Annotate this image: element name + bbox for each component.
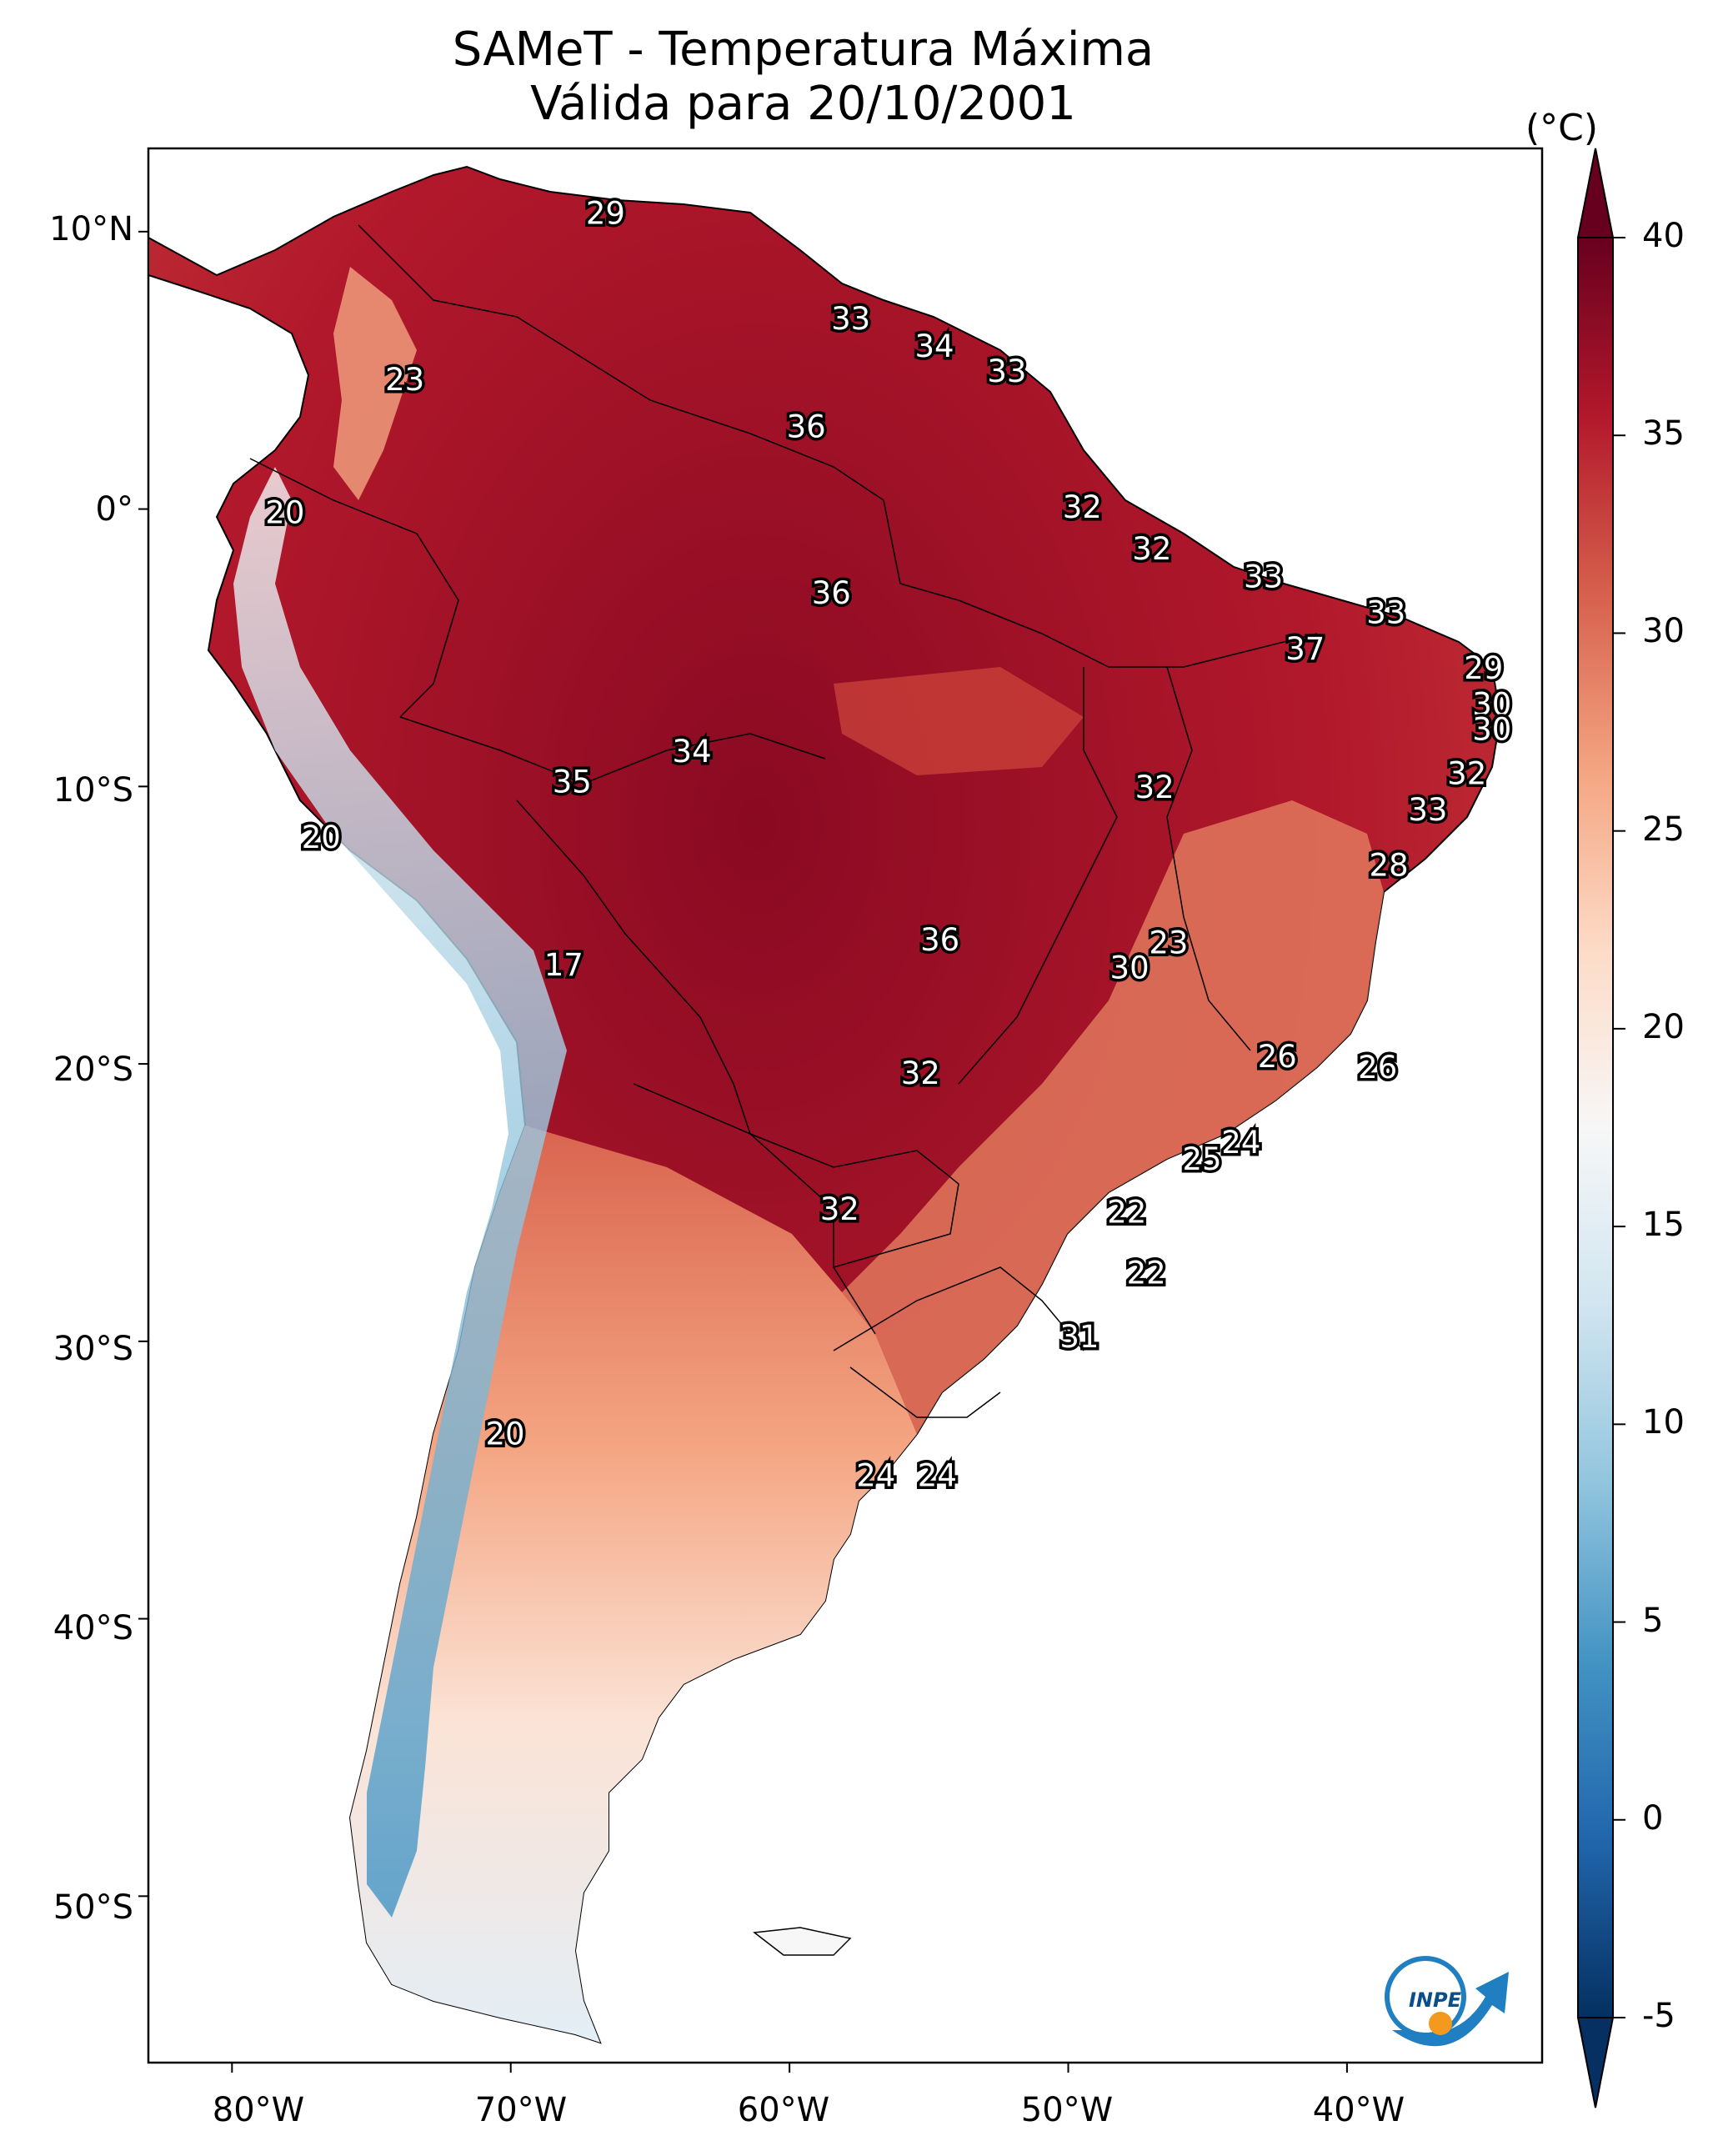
station-temperature-label: 23 bbox=[1149, 925, 1188, 961]
station-temperature-label: 28 bbox=[1370, 847, 1409, 883]
station-temperature-label: 25 bbox=[1182, 1141, 1221, 1177]
station-temperature-label: 26 bbox=[1358, 1050, 1397, 1086]
colorbar-tick-label: 35 bbox=[1642, 414, 1685, 454]
station-temperature-label: 17 bbox=[544, 947, 584, 983]
station-temperature-label: 33 bbox=[1408, 792, 1447, 828]
colorbar-bottom-arrow bbox=[1576, 2017, 1615, 2108]
station-temperature-label: 32 bbox=[1132, 531, 1171, 567]
station-temperature-label: 24 bbox=[856, 1457, 895, 1493]
station-temperature-label: 36 bbox=[787, 409, 826, 445]
lon-tick-label: 60°W bbox=[737, 2091, 830, 2129]
station-temperature-label: 29 bbox=[586, 195, 625, 231]
station-temperature-label: 30 bbox=[1472, 711, 1511, 747]
station-temperature-label: 33 bbox=[987, 353, 1026, 389]
station-temperature-label: 30 bbox=[1110, 950, 1150, 985]
station-temperature-label: 20 bbox=[485, 1416, 524, 1452]
colorbar-tick-label: 25 bbox=[1642, 810, 1685, 849]
station-temperature-label: 30 bbox=[1472, 686, 1511, 722]
station-temperature-label: 26 bbox=[1258, 1039, 1297, 1075]
country-borders bbox=[249, 224, 1318, 1418]
colorbar-tick-label: 15 bbox=[1642, 1206, 1685, 1245]
colorbar-unit-label: (°C) bbox=[1525, 107, 1599, 149]
south-america-land bbox=[148, 165, 1502, 2044]
colorbar-ticks bbox=[1613, 237, 1625, 2018]
station-temperature-label: 22 bbox=[1107, 1194, 1146, 1230]
lat-tick-label: 50°S bbox=[53, 1888, 133, 1927]
station-temperature-label: 35 bbox=[553, 765, 592, 800]
colorbar bbox=[1576, 148, 1625, 2108]
lon-tick-label: 50°W bbox=[1020, 2091, 1114, 2129]
lat-tick-label: 10°N bbox=[49, 210, 133, 248]
station-temperature-label: 29 bbox=[1464, 650, 1503, 686]
station-temperature-label: 36 bbox=[920, 922, 959, 958]
lon-tick-label: 40°W bbox=[1312, 2091, 1405, 2129]
station-temperature-label: 24 bbox=[1221, 1125, 1260, 1161]
station-temperature-label: 22 bbox=[1127, 1255, 1166, 1291]
station-temperature-label: 34 bbox=[914, 328, 954, 364]
colorbar-tick-label: 40 bbox=[1642, 217, 1685, 255]
station-temperature-label: 33 bbox=[1366, 595, 1405, 631]
lat-tick-label: 30°S bbox=[53, 1330, 133, 1368]
station-temperature-label: 20 bbox=[302, 820, 341, 855]
lat-tick-label: 0° bbox=[95, 490, 133, 529]
station-temperature-label: 32 bbox=[1135, 770, 1175, 805]
chart-subtitle: Válida para 20/10/2001 bbox=[530, 77, 1076, 131]
colorbar-bar bbox=[1578, 238, 1613, 2018]
inpe-logo-text: INPE bbox=[1409, 1988, 1462, 2012]
southeast-brazil-region bbox=[842, 800, 1384, 1434]
lon-tick-label: 80°W bbox=[212, 2091, 305, 2129]
inpe-logo: INPE bbox=[1385, 1956, 1509, 2047]
station-temperature-label: 34 bbox=[673, 734, 712, 770]
station-temperature-label: 32 bbox=[1063, 489, 1102, 525]
lat-tick-label: 10°S bbox=[53, 771, 133, 810]
chart-title: SAMeT - Temperatura Máxima bbox=[452, 23, 1155, 77]
station-temperature-label: 20 bbox=[265, 495, 304, 531]
station-temperature-label: 24 bbox=[918, 1457, 957, 1493]
lat-tick-label: 40°S bbox=[53, 1609, 133, 1647]
andes-cold-region bbox=[233, 467, 567, 1918]
station-temperature-label: 32 bbox=[901, 1055, 940, 1091]
colorbar-tick-label: 30 bbox=[1642, 612, 1685, 651]
colorbar-top-arrow bbox=[1576, 148, 1615, 238]
colorbar-tick-label: 20 bbox=[1642, 1007, 1685, 1046]
colorbar-tick-label: 5 bbox=[1642, 1601, 1664, 1640]
station-temperature-label: 33 bbox=[831, 301, 870, 337]
colorbar-tick-label: 10 bbox=[1642, 1403, 1685, 1442]
lon-tick-label: 70°W bbox=[474, 2091, 568, 2129]
station-temperature-label: 31 bbox=[1059, 1319, 1099, 1355]
falkland-islands bbox=[753, 1927, 852, 1956]
colorbar-tick-label: -5 bbox=[1642, 1997, 1675, 2035]
station-temperature-label: 37 bbox=[1285, 631, 1325, 667]
colorbar-tick-label: 0 bbox=[1642, 1798, 1664, 1838]
station-temperature-label: 32 bbox=[1447, 756, 1486, 792]
station-temperature-label: 33 bbox=[1244, 559, 1283, 594]
colorbar-outline bbox=[1577, 237, 1614, 2018]
station-temperature-label: 23 bbox=[385, 362, 424, 398]
station-temperature-label: 36 bbox=[812, 575, 851, 611]
colombia-andes-region bbox=[333, 267, 417, 500]
lat-tick-label: 20°S bbox=[53, 1050, 133, 1089]
station-temperature-label: 32 bbox=[820, 1191, 859, 1227]
central-brazil-region bbox=[834, 667, 1084, 775]
axis-ticks bbox=[138, 230, 1348, 2073]
